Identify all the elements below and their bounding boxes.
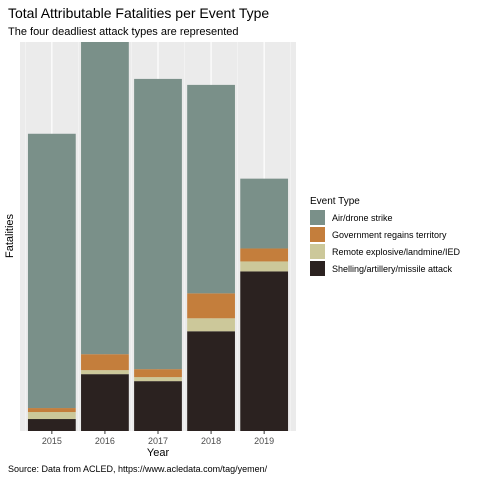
bar-2017-series-1 xyxy=(134,377,182,382)
bar-2017-series-2 xyxy=(134,369,182,378)
x-tick-label: 2018 xyxy=(201,436,221,446)
bar-2019-series-2 xyxy=(240,248,289,262)
legend-label: Air/drone strike xyxy=(332,213,393,223)
legend-key xyxy=(310,261,325,276)
source-caption: Source: Data from ACLED, https://www.acl… xyxy=(8,464,268,474)
bar-2015-series-3 xyxy=(27,133,76,409)
bar-2019-series-1 xyxy=(240,261,289,272)
legend-label: Shelling/artillery/missile attack xyxy=(332,264,453,274)
legend-items: Air/drone strike Government regains terri… xyxy=(310,210,461,276)
bar-2018-series-0 xyxy=(187,331,235,431)
legend-label: Remote explosive/landmine/IED xyxy=(332,247,461,257)
x-tick-label: 2019 xyxy=(254,436,274,446)
bar-2016-series-1 xyxy=(81,370,129,375)
legend-title: Event Type xyxy=(310,196,360,207)
bar-2018-series-2 xyxy=(187,293,235,319)
x-axis-ticks: 2015 2016 2017 2018 2019 xyxy=(42,431,274,446)
x-tick-label: 2017 xyxy=(148,436,168,446)
bar-2016-series-0 xyxy=(81,374,129,431)
bar-2016-series-2 xyxy=(81,354,129,371)
legend-key xyxy=(310,244,325,259)
bars xyxy=(27,42,289,431)
bar-2019-series-3 xyxy=(240,178,289,249)
bar-2017-series-3 xyxy=(134,78,182,370)
bar-2017-series-0 xyxy=(134,381,182,431)
x-tick-label: 2015 xyxy=(42,436,62,446)
bar-2015-series-1 xyxy=(27,412,76,420)
bar-2015-series-0 xyxy=(27,419,76,431)
legend-label: Government regains territory xyxy=(332,230,447,240)
legend-key xyxy=(310,210,325,225)
x-axis-title: Year xyxy=(147,447,170,459)
bar-2015-series-2 xyxy=(27,408,76,413)
y-axis-title: Fatalities xyxy=(4,213,16,258)
legend-key xyxy=(310,227,325,242)
bar-2016-series-3 xyxy=(81,42,129,355)
chart-subtitle: The four deadliest attack types are repr… xyxy=(8,26,239,38)
bar-2018-series-3 xyxy=(187,84,235,294)
x-tick-label: 2016 xyxy=(95,436,115,446)
bar-2018-series-1 xyxy=(187,318,235,332)
chart-title: Total Attributable Fatalities per Event … xyxy=(8,5,269,21)
bar-2019-series-0 xyxy=(240,271,289,431)
legend: Event Type Air/drone strike Government re… xyxy=(310,196,461,276)
